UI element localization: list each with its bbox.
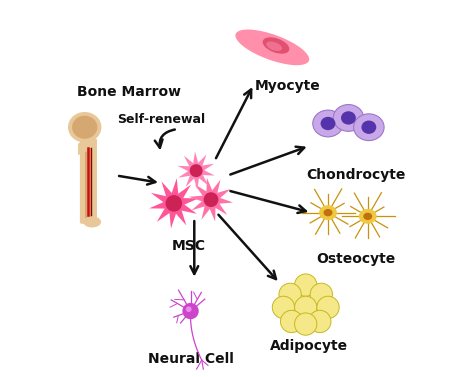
Circle shape [310,283,332,305]
Circle shape [182,303,199,319]
Circle shape [294,313,317,335]
Text: MSC: MSC [172,239,206,253]
Ellipse shape [263,37,289,54]
Circle shape [279,283,301,305]
Ellipse shape [313,110,343,137]
Ellipse shape [320,117,336,130]
Ellipse shape [83,216,101,227]
Text: Osteocyte: Osteocyte [316,252,395,266]
Ellipse shape [362,121,376,134]
Text: Adipocyte: Adipocyte [270,339,348,353]
Text: Bone Marrow: Bone Marrow [77,85,181,99]
Ellipse shape [363,213,372,220]
Ellipse shape [236,29,309,65]
Circle shape [186,307,191,312]
Polygon shape [189,178,233,222]
Polygon shape [177,152,215,190]
Ellipse shape [333,104,364,131]
Ellipse shape [324,209,332,216]
Ellipse shape [266,41,282,51]
Circle shape [204,193,218,206]
Circle shape [294,274,317,296]
Circle shape [281,310,303,333]
Polygon shape [78,136,87,155]
Circle shape [191,165,202,176]
Bar [85,148,92,218]
Ellipse shape [359,209,377,224]
Ellipse shape [72,116,97,139]
Circle shape [294,296,317,319]
Circle shape [272,296,294,319]
Circle shape [166,196,182,211]
Ellipse shape [68,112,101,143]
Circle shape [317,296,339,319]
Text: Self-renewal: Self-renewal [117,113,205,126]
Polygon shape [149,178,199,228]
Ellipse shape [341,111,356,125]
Ellipse shape [354,114,384,141]
FancyBboxPatch shape [80,138,97,224]
Text: Myocyte: Myocyte [254,79,320,93]
Ellipse shape [319,205,337,220]
Text: Chondrocyte: Chondrocyte [306,169,406,182]
Text: Neural Cell: Neural Cell [147,352,234,366]
Circle shape [309,310,331,333]
